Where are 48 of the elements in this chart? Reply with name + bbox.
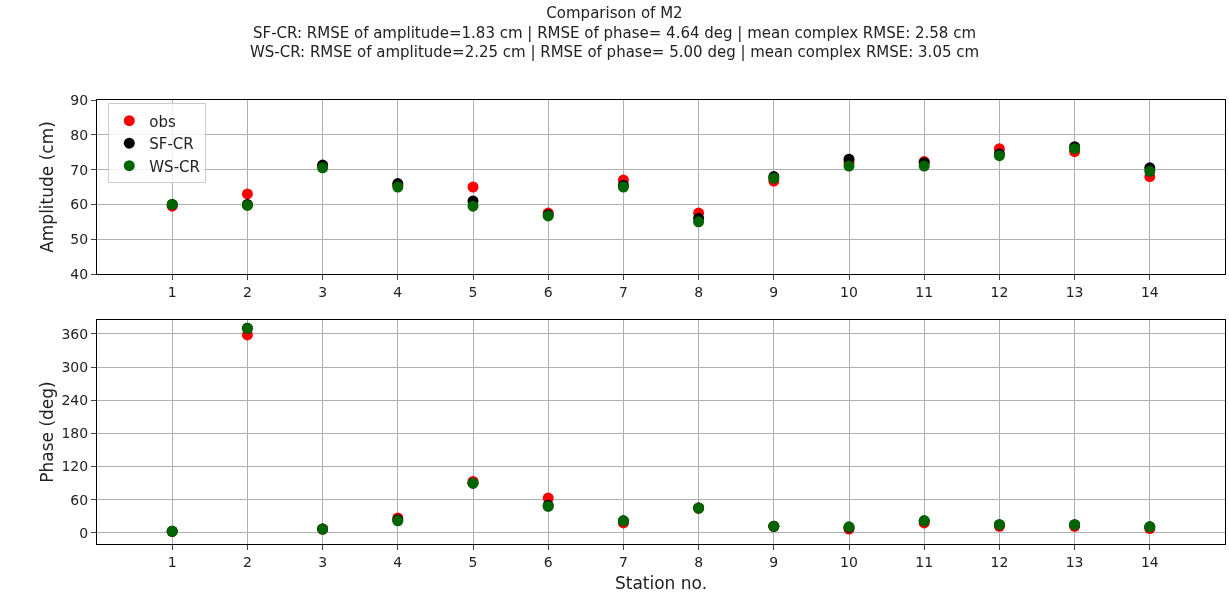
x-tick-label: 11 (915, 283, 934, 300)
legend-label: SF-CR (149, 135, 194, 154)
x-axis-title: Station no. (614, 573, 708, 594)
chart-title: Comparison of M2 SF-CR: RMSE of amplitude=1.83 cm | RMSE of phase= 4.64 deg | mean complex RMSE: 2.58 cm WS-CR: RMSE of amplitude=2.25 cm | RMSE of phase= 5.00 deg | mean complex RMSE: 3.05 cm (249, 4, 980, 61)
y-tick-label: 40 (70, 265, 89, 282)
x-tick-label: 3 (318, 553, 328, 570)
x-tick-label: 10 (840, 283, 858, 300)
x-tick-label: 13 (1065, 283, 1084, 300)
y-tick-label: 180 (61, 425, 89, 442)
y-tick-label: 240 (61, 392, 89, 409)
y-tick-label: 360 (61, 325, 89, 342)
x-tick-label: 5 (468, 553, 478, 570)
x-tick-label: 14 (1140, 553, 1159, 570)
x-tick-label: 1 (167, 553, 177, 570)
x-tick-label: 3 (318, 283, 328, 300)
y-tick-label: 90 (70, 91, 89, 108)
x-tick-label: 11 (915, 553, 934, 570)
y-axis-title: Phase (deg) (37, 381, 57, 483)
x-tick-label: 12 (990, 283, 1009, 300)
x-tick-label: 7 (618, 283, 628, 300)
y-tick-label: 120 (61, 458, 89, 475)
y-tick-label: 50 (70, 231, 89, 248)
y-tick-label: 60 (70, 491, 89, 508)
y-tick-label: 300 (61, 358, 89, 375)
x-tick-label: 14 (1140, 283, 1159, 300)
x-tick-label: 10 (840, 553, 858, 570)
x-tick-label: 13 (1065, 553, 1084, 570)
legend-label: obs (149, 112, 176, 131)
y-tick-label: 60 (70, 196, 89, 213)
x-tick-label: 4 (393, 553, 403, 570)
x-tick-label: 12 (990, 553, 1009, 570)
x-tick-label: 5 (468, 283, 478, 300)
x-tick-label: 6 (543, 553, 553, 570)
x-tick-label: 2 (242, 283, 252, 300)
x-tick-label: 7 (618, 553, 628, 570)
x-tick-label: 9 (769, 283, 779, 300)
x-tick-label: 2 (242, 553, 252, 570)
x-tick-label: 8 (694, 553, 704, 570)
x-tick-label: 8 (694, 283, 704, 300)
legend-label: WS-CR (149, 157, 200, 176)
y-tick-label: 0 (79, 524, 89, 541)
x-tick-label: 9 (769, 553, 779, 570)
x-tick-label: 4 (393, 283, 403, 300)
y-tick-label: 70 (70, 161, 89, 178)
x-tick-label: 1 (167, 283, 177, 300)
y-tick-label: 80 (70, 126, 89, 143)
x-tick-label: 6 (543, 283, 553, 300)
y-axis-title: Amplitude (cm) (37, 121, 57, 253)
